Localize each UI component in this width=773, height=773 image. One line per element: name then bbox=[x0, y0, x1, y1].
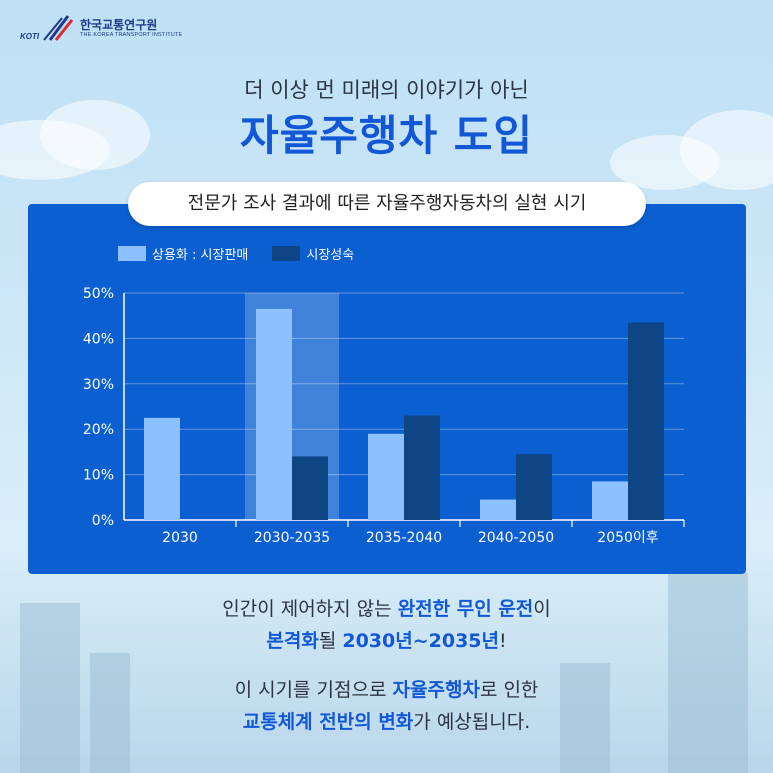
cloud bbox=[40, 100, 150, 170]
x-tick-label: 2050이후 bbox=[597, 530, 659, 546]
legend-item-series2: 시장성숙 bbox=[272, 244, 354, 263]
skyline-building bbox=[20, 603, 80, 773]
caption-highlight: 2030년~2035년 bbox=[342, 630, 499, 652]
skyline-building bbox=[90, 653, 130, 773]
caption-text: ! bbox=[499, 630, 507, 652]
logo: KOTI 한국교통연구원 THE KOREA TRANSPORT INSTITU… bbox=[20, 14, 182, 42]
y-tick-label: 50% bbox=[83, 286, 114, 302]
x-tick-label: 2030-2035 bbox=[254, 530, 330, 546]
page-subtitle: 더 이상 먼 미래의 이야기가 아닌 bbox=[244, 78, 529, 102]
logo-english-name: THE KOREA TRANSPORT INSTITUTE bbox=[80, 32, 183, 38]
bar-2 bbox=[628, 322, 664, 520]
chart-title: 전문가 조사 결과에 따른 자율주행자동차의 실현 시기 bbox=[128, 182, 646, 226]
x-tick-label: 2040-2050 bbox=[478, 530, 554, 546]
legend-item-series1: 상용화 : 시장판매 bbox=[118, 244, 248, 263]
caption-line-4: 교통체계 전반의 변화가 예상됩니다. bbox=[0, 707, 773, 734]
bar-1 bbox=[256, 308, 292, 520]
chart-legend: 상용화 : 시장판매 시장성숙 bbox=[118, 244, 368, 263]
bar-1 bbox=[480, 499, 516, 520]
bar-1 bbox=[592, 481, 628, 520]
y-tick-label: 10% bbox=[83, 468, 114, 484]
caption-text: 인간이 제어하지 않는 bbox=[222, 598, 398, 620]
logo-korean-name: 한국교통연구원 bbox=[80, 18, 158, 32]
caption-highlight: 본격화 bbox=[266, 630, 319, 652]
bar-1 bbox=[144, 417, 180, 520]
caption-text: 로 인한 bbox=[479, 679, 539, 701]
caption-highlight: 교통체계 전반의 변화 bbox=[242, 711, 414, 733]
logo-mark-text: KOTI bbox=[20, 32, 40, 41]
skyline-building bbox=[560, 663, 610, 773]
bar-1 bbox=[368, 433, 404, 520]
y-tick-label: 0% bbox=[92, 513, 114, 529]
skyline-building bbox=[668, 573, 748, 773]
legend-label-series1: 상용화 : 시장판매 bbox=[152, 248, 249, 263]
x-tick-label: 2035-2040 bbox=[366, 530, 442, 546]
caption-line-1: 인간이 제어하지 않는 완전한 무인 운전이 bbox=[0, 594, 773, 621]
caption-text: 이 bbox=[533, 598, 551, 620]
legend-label-series2: 시장성숙 bbox=[306, 248, 355, 263]
caption-highlight: 자율주행차 bbox=[392, 679, 480, 701]
bar-2 bbox=[292, 456, 328, 520]
cloud bbox=[680, 110, 773, 190]
caption-text: 될 bbox=[318, 630, 343, 652]
page-title: 자율주행차 도입 bbox=[239, 111, 534, 160]
x-tick-label: 2030 bbox=[162, 530, 198, 546]
bar-2 bbox=[516, 454, 552, 520]
y-tick-label: 20% bbox=[83, 422, 114, 438]
bar-2 bbox=[404, 415, 440, 520]
caption-line-3: 이 시기를 기점으로 자율주행차로 인한 bbox=[0, 675, 773, 702]
caption-line-2: 본격화될 2030년~2035년! bbox=[0, 626, 773, 653]
koti-logo-mark: KOTI bbox=[20, 14, 74, 42]
caption-text: 이 시기를 기점으로 bbox=[234, 679, 393, 701]
legend-swatch-series2 bbox=[272, 246, 301, 261]
legend-swatch-series1 bbox=[118, 246, 146, 261]
y-tick-label: 40% bbox=[83, 331, 114, 347]
caption-text: 가 예상됩니다. bbox=[413, 711, 531, 733]
y-tick-label: 30% bbox=[83, 377, 114, 393]
caption-highlight: 완전한 무인 운전 bbox=[397, 598, 534, 620]
